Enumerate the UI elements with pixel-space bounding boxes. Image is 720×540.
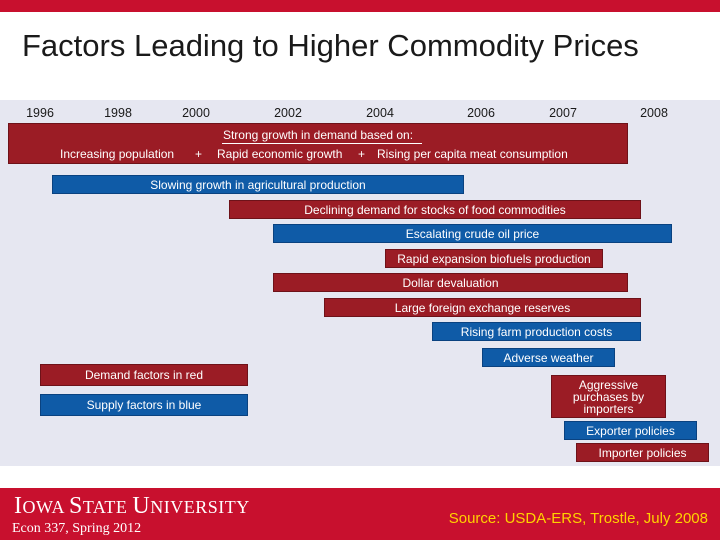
factor-meat-consumption: Rising per capita meat consumption: [377, 147, 568, 161]
heading-underline: [222, 143, 422, 144]
demand-growth-box: Strong growth in demand based on: Increa…: [8, 123, 628, 164]
factor-rapid-economic-growth: Rapid economic growth: [217, 147, 343, 161]
year-label: 2004: [366, 106, 394, 120]
year-label: 2002: [274, 106, 302, 120]
source-citation: Source: USDA-ERS, Trostle, July 2008: [448, 510, 708, 527]
factor-increasing-population: Increasing population: [60, 147, 175, 161]
slide-title: Factors Leading to Higher Commodity Pric…: [22, 28, 639, 63]
factor-bar-biofuels: Rapid expansion biofuels production: [385, 249, 603, 268]
year-label: 2000: [182, 106, 210, 120]
factor-bar-declining-stocks: Declining demand for stocks of food comm…: [229, 200, 641, 219]
factor-bar-aggressive-purchases: Aggressive purchases by importers: [551, 375, 666, 418]
plus-sign: +: [195, 147, 203, 161]
factor-bar-foreign-reserves: Large foreign exchange reserves: [324, 298, 641, 317]
year-label: 2007: [549, 106, 577, 120]
factor-bar-farm-costs: Rising farm production costs: [432, 322, 641, 341]
factor-bar-crude-oil: Escalating crude oil price: [273, 224, 672, 243]
legend-supply: Supply factors in blue: [40, 394, 248, 416]
iowa-state-logo: IOWA STATE UNIVERSITY: [14, 493, 250, 519]
factor-bar-dollar-devaluation: Dollar devaluation: [273, 273, 628, 292]
plus-sign: +: [358, 147, 366, 161]
year-axis: 1996 1998 2000 2002 2004 2006 2007 2008: [0, 106, 720, 124]
demand-growth-heading: Strong growth in demand based on:: [222, 128, 414, 142]
factor-bar-exporter-policies: Exporter policies: [564, 421, 697, 440]
year-label: 2008: [640, 106, 668, 120]
year-label: 2006: [467, 106, 495, 120]
legend-demand: Demand factors in red: [40, 364, 248, 386]
factor-bar-adverse-weather: Adverse weather: [482, 348, 615, 367]
factor-bar-slowing-growth: Slowing growth in agricultural productio…: [52, 175, 464, 194]
top-accent-bar: [0, 0, 720, 12]
year-label: 1996: [26, 106, 54, 120]
course-label: Econ 337, Spring 2012: [12, 521, 142, 536]
factor-bar-importer-policies: Importer policies: [576, 443, 709, 462]
footer-bar: [0, 488, 720, 540]
year-label: 1998: [104, 106, 132, 120]
